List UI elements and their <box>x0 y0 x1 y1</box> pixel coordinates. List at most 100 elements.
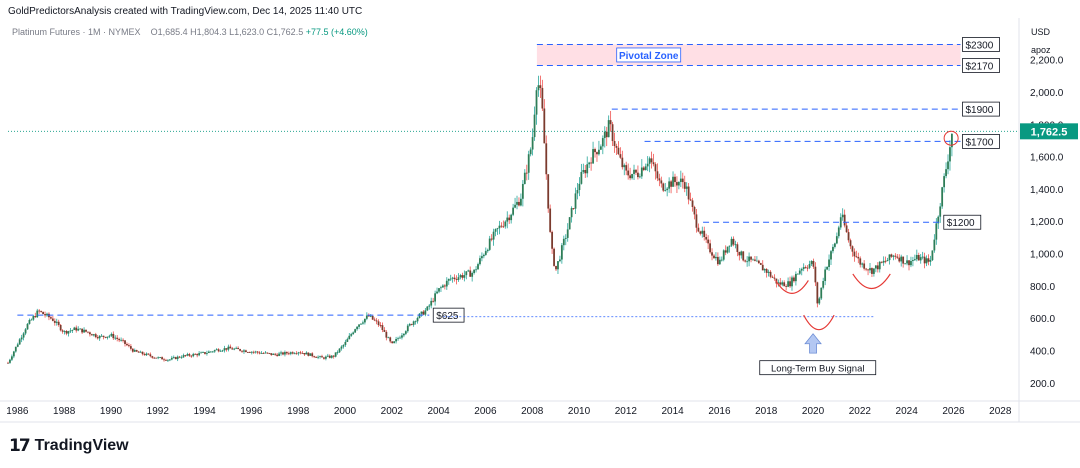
candle-body <box>206 352 208 354</box>
level-label-box <box>962 134 1000 149</box>
x-tick-label: 1992 <box>147 406 170 417</box>
candle-body <box>490 238 493 240</box>
candle-body <box>202 352 204 353</box>
candle-body <box>913 259 916 261</box>
candle-body <box>274 353 277 355</box>
candle-body <box>401 335 403 338</box>
symbol-name[interactable]: Platinum Futures · 1M · NYMEX <box>12 27 141 37</box>
candle-body <box>155 357 158 359</box>
candle-body <box>789 281 791 287</box>
candle-body <box>878 261 881 270</box>
candle-body <box>586 164 589 174</box>
candle-body <box>898 257 901 262</box>
candle-body <box>432 300 435 302</box>
candle-body <box>943 176 946 188</box>
candle-body <box>106 336 109 338</box>
candle-body <box>915 255 918 260</box>
candle-body <box>449 278 452 280</box>
candle-body <box>763 269 766 271</box>
candle-body <box>677 182 680 186</box>
candle-body <box>933 239 936 251</box>
x-tick-label: 2026 <box>942 406 965 417</box>
annotation-box <box>759 360 877 376</box>
x-tick-label: 2000 <box>334 406 357 417</box>
candle-body <box>748 256 750 262</box>
candle-body <box>110 333 113 336</box>
candle-body <box>473 269 476 273</box>
candle-body <box>512 207 515 215</box>
candle-body <box>539 85 542 88</box>
candle-body <box>443 285 446 287</box>
candle-body <box>213 350 216 352</box>
candle-body <box>363 318 366 323</box>
candle-body <box>305 352 308 355</box>
candle-body <box>278 353 280 356</box>
candle-body <box>264 352 267 354</box>
candle-body <box>161 357 163 360</box>
candle-body <box>502 226 505 228</box>
candle-body <box>695 214 698 228</box>
candle-body <box>644 166 647 171</box>
candle-body <box>346 339 349 342</box>
candle-body <box>917 255 920 261</box>
candle-body <box>145 353 148 356</box>
candle-body <box>223 348 226 351</box>
x-tick-label: 2012 <box>615 406 638 417</box>
candle-body <box>116 337 119 339</box>
candle-body <box>461 275 464 278</box>
candle-body <box>387 337 390 339</box>
candle-body <box>57 321 60 325</box>
tradingview-logo[interactable]: 17 TradingView <box>9 436 129 456</box>
candle-body <box>477 264 479 270</box>
candle-body <box>284 352 286 355</box>
candle-body <box>615 146 618 148</box>
candle-body <box>716 256 719 265</box>
candle-body <box>744 260 747 262</box>
candle-body <box>334 352 337 357</box>
candle-body <box>311 353 314 357</box>
candle-body <box>826 266 828 270</box>
currency-label[interactable]: USD <box>1031 27 1051 37</box>
level-label-box <box>432 307 465 323</box>
candle-body <box>658 178 661 181</box>
candle-body <box>504 221 507 227</box>
candle-body <box>549 208 552 232</box>
candle-body <box>352 332 355 335</box>
candle-body <box>338 348 341 353</box>
candles <box>7 75 953 364</box>
candle-body <box>562 238 565 246</box>
candle-body <box>802 267 805 270</box>
candle-body <box>800 269 803 271</box>
candle-body <box>147 353 150 355</box>
candle-body <box>438 288 440 292</box>
candle-body <box>297 352 300 354</box>
level-label: $1700 <box>965 137 993 148</box>
candle-body <box>250 351 253 353</box>
candle-body <box>599 146 602 150</box>
candle-body <box>551 231 554 249</box>
candle-body <box>857 256 860 259</box>
y-tick-label: 400.0 <box>1030 347 1055 358</box>
x-tick-label: 2014 <box>662 406 685 417</box>
candle-body <box>935 223 938 240</box>
candle-body <box>365 315 368 319</box>
candle-body <box>408 324 411 326</box>
candle-body <box>114 337 117 339</box>
x-tick-label: 1994 <box>193 406 216 417</box>
candle-body <box>221 350 224 352</box>
candle-body <box>720 259 723 261</box>
candle-body <box>369 315 372 317</box>
candle-body <box>771 276 774 278</box>
candle-body <box>55 321 58 323</box>
candle-body <box>186 354 189 356</box>
candle-body <box>923 256 926 264</box>
candle-body <box>457 277 460 280</box>
candle-body <box>592 149 594 164</box>
candle-body <box>559 259 561 262</box>
candle-body <box>391 341 394 344</box>
scale-mode-label[interactable]: apoz <box>1031 45 1051 55</box>
candle-body <box>414 321 417 323</box>
candle-body <box>301 352 304 354</box>
candle-body <box>143 354 146 356</box>
